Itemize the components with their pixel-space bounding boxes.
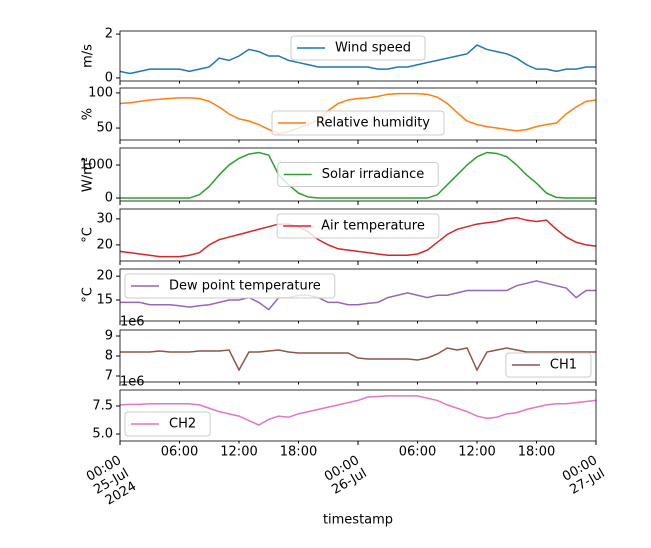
y-tick-label: 50 — [96, 121, 113, 136]
legend-box — [271, 110, 445, 136]
y-tick-label: 7.5 — [92, 399, 113, 414]
x-minor-tick-label: 18:00 — [280, 445, 317, 460]
y-tick-label: 20 — [96, 269, 113, 284]
x-axis-label: timestamp — [323, 513, 393, 528]
y-tick-label: 0 — [105, 191, 113, 206]
y-tick-label: 7 — [105, 369, 113, 384]
legend-label: Relative humidity — [316, 116, 430, 131]
series-line — [119, 216, 597, 258]
legend-box — [290, 35, 426, 61]
legend-label: CH2 — [169, 417, 196, 432]
axes-frame — [119, 268, 597, 322]
legend: Wind speed — [290, 35, 426, 61]
y-tick-label: 30 — [96, 211, 113, 226]
y-axis-label: % — [81, 108, 96, 120]
y-tick-label: 15 — [96, 293, 113, 308]
legend: Air temperature — [276, 213, 440, 239]
axes-frame — [119, 389, 597, 442]
series-line — [120, 347, 596, 372]
legend: Solar irradiance — [277, 162, 439, 187]
series-line — [119, 92, 597, 135]
legend: Relative humidity — [271, 110, 445, 136]
legend-label: Solar irradiance — [322, 167, 425, 182]
y-tick-label: 2 — [105, 27, 113, 42]
legend: CH1 — [505, 352, 592, 378]
x-minor-tick-label: 12:00 — [220, 445, 257, 460]
series-line — [120, 280, 596, 311]
y-tick-label: 1000 — [80, 158, 113, 173]
axes-frame — [119, 147, 597, 202]
series-line — [119, 44, 596, 75]
legend-label: Dew point temperature — [169, 279, 321, 294]
y-axis-label: m/s — [81, 44, 96, 68]
axes-frame — [119, 87, 597, 141]
y-tick-label: 0 — [105, 70, 113, 85]
legend-box — [505, 352, 592, 378]
legend: CH2 — [124, 411, 211, 437]
axes-frame — [119, 208, 597, 262]
offset-text: 1e6 — [120, 375, 145, 390]
legend: Dew point temperature — [124, 273, 336, 299]
legend-label: Air temperature — [321, 219, 425, 234]
y-tick-label: 9 — [105, 329, 113, 344]
x-tick-label: 00:0026-Jul — [322, 453, 370, 498]
legend-box — [277, 162, 439, 187]
legend-label: CH1 — [550, 358, 577, 373]
x-tick-label: 00:0027-Jul — [560, 453, 608, 498]
y-tick-label: 100 — [88, 85, 113, 100]
axes-frame — [119, 329, 597, 383]
x-minor-tick-label: 06:00 — [399, 445, 436, 460]
y-tick-label: 20 — [96, 237, 113, 252]
legend-box — [124, 273, 336, 299]
x-minor-tick-label: 12:00 — [458, 445, 495, 460]
legend-label: Wind speed — [335, 41, 411, 56]
y-axis-label: °C — [81, 227, 96, 243]
legend-box — [276, 213, 440, 239]
y-tick-label: 8 — [105, 349, 113, 364]
x-tick-label: 00:0025-Jul2024 — [84, 453, 139, 511]
series-line — [119, 395, 597, 426]
y-axis-label: W/m² — [81, 157, 96, 192]
legend-box — [124, 411, 211, 437]
axes-frame — [119, 30, 597, 82]
series-line — [120, 151, 596, 199]
x-minor-tick-label: 06:00 — [161, 445, 198, 460]
y-tick-label: 5.0 — [92, 427, 113, 442]
offset-text: 1e6 — [120, 315, 145, 330]
x-minor-tick-label: 18:00 — [518, 445, 555, 460]
y-axis-label: °C — [81, 287, 96, 303]
